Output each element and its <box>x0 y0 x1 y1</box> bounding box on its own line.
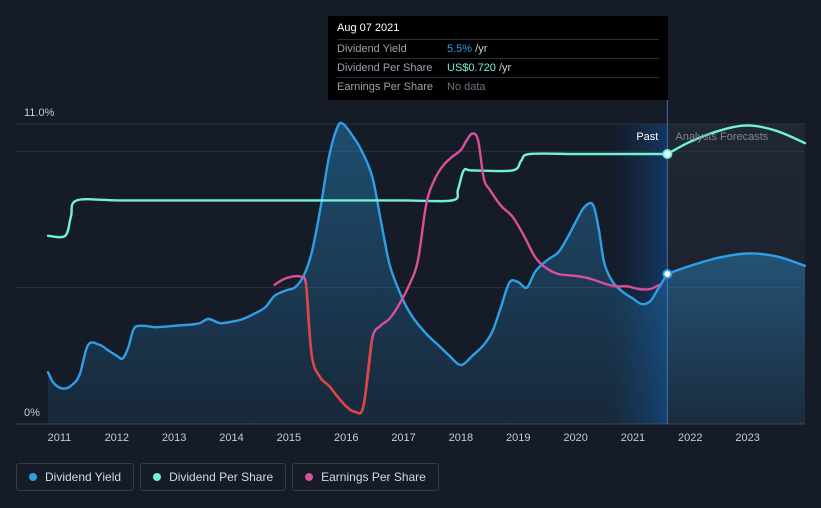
highlight-point <box>662 269 673 279</box>
tooltip-row-dividend-yield: Dividend Yield 5.5% /yr <box>337 40 659 59</box>
dividend-per-share-line <box>46 152 669 239</box>
x-tick-label: 2013 <box>162 432 186 444</box>
area-fills <box>48 122 805 424</box>
tooltip-row-dividend-per-share: Dividend Per Share US$0.720 /yr <box>337 59 659 78</box>
series-lines <box>46 121 807 415</box>
axis-labels: 11.0% 0% 2011 2012 2013 2014 2015 2016 2017 2018 2… <box>24 107 769 444</box>
legend-dot-icon <box>153 473 162 481</box>
highlight-points <box>662 149 673 279</box>
legend-dot-icon <box>305 473 314 481</box>
x-tick-label: 2023 <box>735 432 759 444</box>
legend-item-earnings-per-share[interactable]: Earnings Per Share <box>292 463 439 491</box>
tooltip-label: Earnings Per Share <box>337 81 433 93</box>
dividend-yield-area <box>48 122 668 424</box>
dividend-yield-line <box>46 121 669 390</box>
past-label: Past <box>636 131 658 143</box>
legend-item-dividend-per-share[interactable]: Dividend Per Share <box>140 463 287 491</box>
tooltip-value: No data <box>447 81 486 93</box>
x-tick-label: 2022 <box>678 432 702 444</box>
x-tick-label: 2019 <box>506 432 530 444</box>
x-tick-label: 2016 <box>334 432 358 444</box>
dividend-yield-forecast-line <box>666 252 807 276</box>
legend-dot-icon <box>29 473 37 481</box>
legend-label: Earnings Per Share <box>321 470 426 484</box>
x-tick-label: 2015 <box>277 432 301 444</box>
tooltip-date: Aug 07 2021 <box>337 22 659 40</box>
legend-item-dividend-yield[interactable]: Dividend Yield <box>16 463 135 491</box>
forecast-label: Analysts Forecasts <box>675 131 768 143</box>
tooltip-label: Dividend Per Share <box>337 62 433 74</box>
x-tick-label: 2011 <box>48 432 72 444</box>
dividend-per-share-forecast-line <box>666 124 807 156</box>
legend-label: Dividend Yield <box>45 470 122 484</box>
earnings-per-share-negative-segment <box>304 283 374 415</box>
tooltip-row-earnings-per-share: Earnings Per Share No data <box>337 78 659 96</box>
tooltip: Aug 07 2021 Dividend Yield 5.5% /yr Divi… <box>328 16 668 100</box>
x-tick-label: 2014 <box>219 432 243 444</box>
x-tick-label: 2020 <box>563 432 587 444</box>
dividend-yield-area <box>667 253 805 424</box>
x-tick-label: 2012 <box>105 432 129 444</box>
tooltip-value: 5.5% /yr <box>447 43 488 55</box>
legend: Dividend Yield Dividend Per Share Earnin… <box>16 463 439 491</box>
x-tick-label: 2021 <box>621 432 645 444</box>
y-axis-max-label: 11.0% <box>24 107 55 119</box>
tooltip-value: US$0.720 /yr <box>447 62 512 74</box>
highlight-point <box>662 149 673 159</box>
y-axis-min-label: 0% <box>24 407 40 419</box>
x-tick-label: 2018 <box>449 432 473 444</box>
tooltip-label: Dividend Yield <box>337 43 407 55</box>
legend-label: Dividend Per Share <box>169 470 274 484</box>
x-tick-label: 2017 <box>391 432 415 444</box>
